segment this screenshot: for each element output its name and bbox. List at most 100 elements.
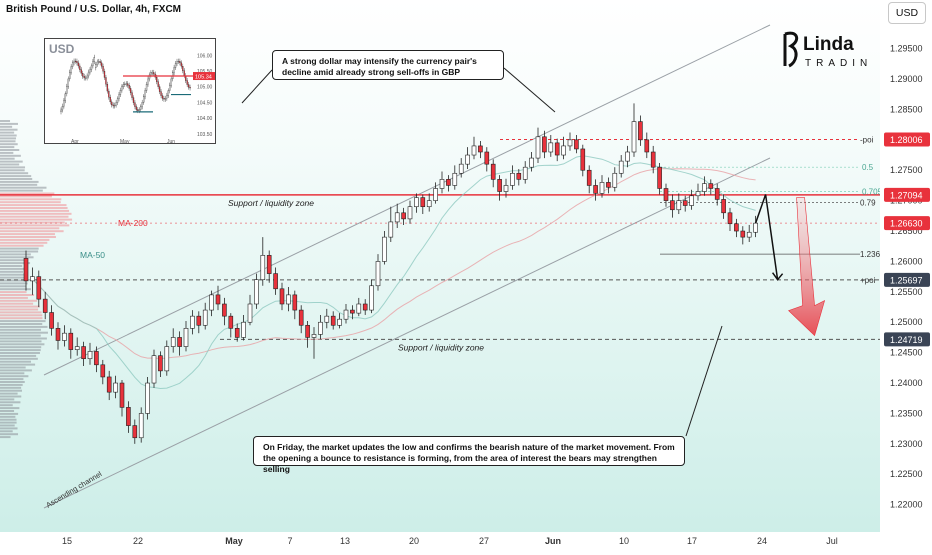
candle-body <box>138 413 144 439</box>
volume-profile-bar <box>0 256 34 259</box>
candle <box>612 167 618 192</box>
candle-body <box>266 255 272 274</box>
candle <box>580 144 586 177</box>
volume-profile-bar <box>0 317 43 320</box>
candle <box>375 254 381 291</box>
volume-profile-bar <box>0 267 28 270</box>
candle-body <box>708 183 714 189</box>
candle <box>599 175 605 198</box>
inset-candle-body <box>167 90 169 96</box>
inset-candle-body <box>108 90 110 98</box>
inset-candle-body <box>176 61 178 64</box>
candle <box>311 327 317 359</box>
volume-profile-bar <box>0 143 18 146</box>
candle <box>554 138 560 162</box>
candle-body <box>292 294 298 311</box>
candle <box>318 314 323 340</box>
candle-body <box>100 364 106 378</box>
candle <box>222 297 227 326</box>
inset-candle-body <box>98 61 100 63</box>
inset-candle-body <box>92 61 94 67</box>
candle-body <box>62 332 67 341</box>
inset-candle-body <box>166 95 168 99</box>
inset-candle-body <box>76 60 78 64</box>
candle <box>196 311 202 334</box>
volume-profile-bar <box>0 363 36 366</box>
candle-body <box>465 154 470 165</box>
volume-profile-bar <box>0 436 11 439</box>
inset-x-tick: May <box>120 139 130 144</box>
candle-body <box>126 407 131 426</box>
inset-candle-body <box>118 94 120 100</box>
candle <box>695 183 701 201</box>
volume-profile-bar <box>0 421 17 424</box>
callout-top-pointer-right <box>503 67 556 113</box>
candle <box>49 305 54 336</box>
candle-body <box>599 182 605 194</box>
candle <box>593 179 598 201</box>
candle <box>369 279 374 314</box>
candle-body <box>554 142 560 156</box>
inset-candle-body <box>180 62 183 67</box>
inset-candle-body <box>96 61 98 65</box>
logo-subtext: TRADING <box>805 58 871 69</box>
inset-candle-body <box>131 92 133 98</box>
volume-profile-bar <box>0 122 18 125</box>
candle <box>746 224 752 242</box>
volume-profile-bar <box>0 178 33 180</box>
inset-candle-body <box>103 71 106 78</box>
volume-profile-bar <box>0 241 48 244</box>
candle <box>606 177 611 194</box>
candle-body <box>478 145 483 153</box>
candle-body <box>702 183 707 192</box>
currency-button[interactable]: USD <box>888 2 926 24</box>
candle-body <box>298 309 304 326</box>
x-tick-label: 10 <box>619 536 629 546</box>
volume-profile-bar <box>0 259 25 262</box>
volume-profile-bar <box>0 270 24 273</box>
candle-body <box>68 332 74 350</box>
volume-profile-bar <box>0 209 70 212</box>
inset-candle-body <box>156 77 158 82</box>
inset-candle-body <box>144 90 146 97</box>
candle-body <box>42 298 48 313</box>
x-tick-label: 13 <box>340 536 350 546</box>
volume-profile-bar <box>0 296 28 299</box>
candle-body <box>618 160 624 174</box>
callout-bottom: On Friday, the market updates the low an… <box>253 436 685 474</box>
candle-body <box>548 142 554 153</box>
volume-profile-bar <box>0 233 55 236</box>
candle <box>663 183 669 207</box>
inset-candle-body <box>83 76 85 79</box>
candle-body <box>420 197 426 208</box>
candle <box>106 370 112 401</box>
candle <box>471 136 477 160</box>
candle-body <box>183 328 189 347</box>
candle <box>638 115 643 146</box>
candle-body <box>49 312 54 329</box>
candle <box>68 328 74 359</box>
price-tag-label: 1.27094 <box>890 190 923 200</box>
candle <box>234 323 240 342</box>
inset-candle-body <box>79 65 81 70</box>
x-tick-label: 7 <box>287 536 292 546</box>
candle <box>286 286 291 312</box>
candle-body <box>106 376 112 393</box>
volume-profile-bar <box>0 294 35 296</box>
candle-body <box>580 148 586 171</box>
inset-candle-body <box>147 78 149 85</box>
candle <box>337 313 342 329</box>
candle <box>324 308 330 329</box>
volume-profile-bar <box>0 305 40 308</box>
symbol-title: British Pound / U.S. Dollar, 4h, FXCM <box>6 4 182 15</box>
callout-top-text: A strong dollar may intensify the curren… <box>282 56 477 77</box>
volume-profile-bar <box>0 325 48 328</box>
candle <box>567 132 573 151</box>
candle-body <box>567 139 573 147</box>
inset-candle-body <box>114 104 116 107</box>
candle <box>55 322 61 350</box>
candle-body <box>119 382 125 408</box>
candle-body <box>209 294 214 311</box>
inset-candle-body <box>80 69 82 74</box>
candle <box>87 342 93 365</box>
